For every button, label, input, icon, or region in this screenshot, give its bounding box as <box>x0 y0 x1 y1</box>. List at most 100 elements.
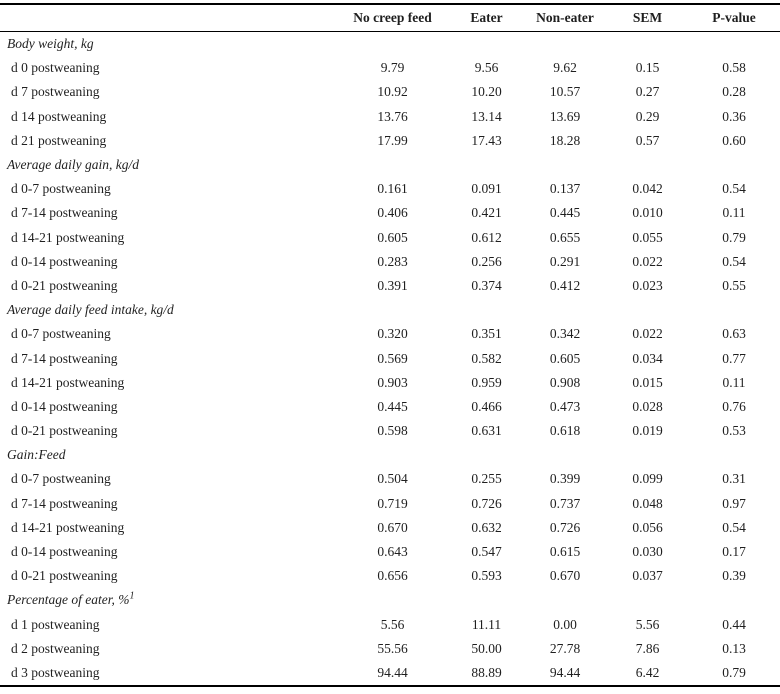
section-label: Body weight, kg <box>7 36 94 52</box>
row-label: d 7-14 postweaning <box>11 205 118 221</box>
table-row: d 7-14 postweaning 0.406 0.421 0.445 0.010 0.… <box>0 201 780 225</box>
section-label: Gain:Feed <box>7 447 66 463</box>
row-label: d 0 postweaning <box>11 60 100 76</box>
cell-value: 0.406 <box>377 205 408 221</box>
cell-value: 0.473 <box>549 398 581 414</box>
column-header-p-value: P-value <box>712 10 756 25</box>
table-row: d 14-21 postweaning 0.670 0.632 0.726 0.056 0… <box>0 516 780 540</box>
cell-value: 0.58 <box>722 60 746 76</box>
cell-value: 0.97 <box>722 495 746 511</box>
cell-value: 0.79 <box>722 229 746 245</box>
cell-value: 0.569 <box>377 350 408 366</box>
cell-value: 0.77 <box>722 350 746 366</box>
results-table: No creep feed Eater Non-eater SEM P-valu… <box>0 3 780 688</box>
cell-value: 0.445 <box>377 398 408 414</box>
row-label: d 0-21 postweaning <box>11 423 118 439</box>
cell-value: 88.89 <box>471 664 502 680</box>
cell-value: 0.015 <box>632 374 663 390</box>
cell-value: 0.908 <box>549 374 581 390</box>
row-label: d 2 postweaning <box>11 640 100 656</box>
cell-value: 0.320 <box>377 326 408 342</box>
section-header-row: Average daily feed intake, kg/d <box>0 298 780 322</box>
cell-value: 0.618 <box>549 423 581 439</box>
table-row: d 0-21 postweaning 0.391 0.374 0.412 0.023 0.… <box>0 274 780 298</box>
table-row: d 7-14 postweaning 0.719 0.726 0.737 0.048 0.… <box>0 492 780 516</box>
table-row: d 14 postweaning 13.76 13.14 13.69 0.29 0.36 <box>0 105 780 129</box>
column-header-eater: Eater <box>470 10 503 25</box>
cell-value: 17.43 <box>471 132 502 148</box>
table-row: d 0-7 postweaning 0.504 0.255 0.399 0.099 0.3… <box>0 467 780 491</box>
cell-value: 0.44 <box>722 616 746 632</box>
table-row: d 0-14 postweaning 0.643 0.547 0.615 0.030 0.… <box>0 540 780 564</box>
table-row: d 1 postweaning 5.56 11.11 0.00 5.56 0.44 <box>0 613 780 637</box>
table-row: d 0-14 postweaning 0.283 0.256 0.291 0.022 0.… <box>0 250 780 274</box>
cell-value: 0.903 <box>377 374 408 390</box>
table-row: d 0-21 postweaning 0.656 0.593 0.670 0.037 0.… <box>0 564 780 588</box>
cell-value: 0.399 <box>549 471 581 487</box>
row-label: d 1 postweaning <box>11 616 100 632</box>
table-row: d 7 postweaning 10.92 10.20 10.57 0.27 0.28 <box>0 80 780 104</box>
cell-value: 0.670 <box>377 519 408 535</box>
cell-value: 0.042 <box>632 181 663 197</box>
table-row: d 0 postweaning 9.79 9.56 9.62 0.15 0.58 <box>0 56 780 80</box>
cell-value: 0.056 <box>632 519 663 535</box>
header-row: No creep feed Eater Non-eater SEM P-valu… <box>0 4 780 32</box>
cell-value: 0.36 <box>722 108 746 124</box>
cell-value: 5.56 <box>380 616 405 632</box>
cell-value: 0.255 <box>471 471 502 487</box>
table-row: d 7-14 postweaning 0.569 0.582 0.605 0.034 0.… <box>0 346 780 370</box>
cell-value: 0.504 <box>377 471 408 487</box>
cell-value: 50.00 <box>471 640 502 656</box>
cell-value: 0.022 <box>632 253 663 269</box>
cell-value: 0.612 <box>471 229 502 245</box>
section-label: Average daily gain, kg/d <box>7 157 139 173</box>
cell-value: 0.048 <box>632 495 663 511</box>
cell-value: 0.39 <box>722 568 746 584</box>
cell-value: 13.69 <box>549 108 581 124</box>
cell-value: 94.44 <box>549 664 581 680</box>
row-label: d 0-21 postweaning <box>11 568 118 584</box>
cell-value: 94.44 <box>377 664 408 680</box>
cell-value: 0.091 <box>471 181 502 197</box>
cell-value: 27.78 <box>549 640 581 656</box>
row-label: d 0-7 postweaning <box>11 181 111 197</box>
cell-value: 18.28 <box>549 132 581 148</box>
cell-value: 0.670 <box>549 568 581 584</box>
cell-value: 0.010 <box>632 205 663 221</box>
cell-value: 55.56 <box>377 640 408 656</box>
cell-value: 0.643 <box>377 544 408 560</box>
cell-value: 0.421 <box>471 205 502 221</box>
cell-value: 0.54 <box>722 519 746 535</box>
row-label: d 14-21 postweaning <box>11 519 125 535</box>
cell-value: 7.86 <box>635 640 660 656</box>
cell-value: 0.54 <box>722 181 746 197</box>
cell-value: 0.17 <box>722 544 746 560</box>
row-label: d 14-21 postweaning <box>11 229 125 245</box>
column-header-no-creep-feed: No creep feed <box>353 10 432 25</box>
cell-value: 0.15 <box>635 60 660 76</box>
table-row: d 2 postweaning 55.56 50.00 27.78 7.86 0.13 <box>0 637 780 661</box>
row-label: d 7 postweaning <box>11 84 100 100</box>
column-header-empty <box>0 4 335 32</box>
cell-value: 0.099 <box>632 471 663 487</box>
cell-value: 17.99 <box>377 132 408 148</box>
table-row: d 0-14 postweaning 0.445 0.466 0.473 0.028 0.… <box>0 395 780 419</box>
table-header: No creep feed Eater Non-eater SEM P-valu… <box>0 4 780 32</box>
cell-value: 0.023 <box>632 277 663 293</box>
row-label: d 14 postweaning <box>11 108 107 124</box>
cell-value: 0.256 <box>471 253 502 269</box>
cell-value: 0.019 <box>632 423 663 439</box>
row-label: d 0-7 postweaning <box>11 326 111 342</box>
cell-value: 0.29 <box>635 108 660 124</box>
cell-value: 0.291 <box>549 253 581 269</box>
cell-value: 0.283 <box>377 253 408 269</box>
cell-value: 0.53 <box>722 423 746 439</box>
cell-value: 0.656 <box>377 568 408 584</box>
cell-value: 10.92 <box>377 84 408 100</box>
cell-value: 0.022 <box>632 326 663 342</box>
results-table-container: No creep feed Eater Non-eater SEM P-valu… <box>0 3 780 688</box>
cell-value: 13.76 <box>377 108 408 124</box>
cell-value: 0.055 <box>632 229 663 245</box>
table-row: d 0-7 postweaning 0.161 0.091 0.137 0.042 0.5… <box>0 177 780 201</box>
section-header-row: Gain:Feed <box>0 443 780 467</box>
